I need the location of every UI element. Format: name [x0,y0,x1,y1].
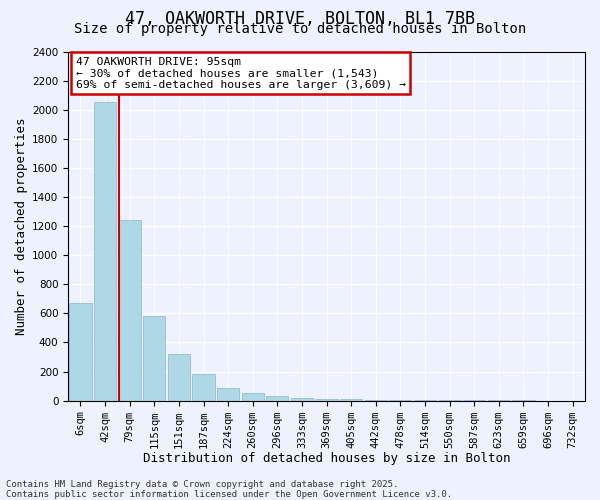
Bar [193,374,215,400]
X-axis label: Distribution of detached houses by size in Bolton: Distribution of detached houses by size … [143,452,511,465]
Text: 47 OAKWORTH DRIVE: 95sqm
← 30% of detached houses are smaller (1,543)
69% of sem: 47 OAKWORTH DRIVE: 95sqm ← 30% of detach… [76,56,406,90]
Text: Contains HM Land Registry data © Crown copyright and database right 2025.
Contai: Contains HM Land Registry data © Crown c… [6,480,452,499]
Bar [94,102,116,401]
Text: Size of property relative to detached houses in Bolton: Size of property relative to detached ho… [74,22,526,36]
Bar [242,392,264,400]
Bar [119,220,141,400]
Bar [266,396,289,400]
Bar [143,316,166,400]
Bar [291,398,313,400]
Bar [70,303,92,400]
Bar [316,399,338,400]
Y-axis label: Number of detached properties: Number of detached properties [15,118,28,335]
Bar [168,354,190,401]
Text: 47, OAKWORTH DRIVE, BOLTON, BL1 7BB: 47, OAKWORTH DRIVE, BOLTON, BL1 7BB [125,10,475,28]
Bar [217,388,239,400]
